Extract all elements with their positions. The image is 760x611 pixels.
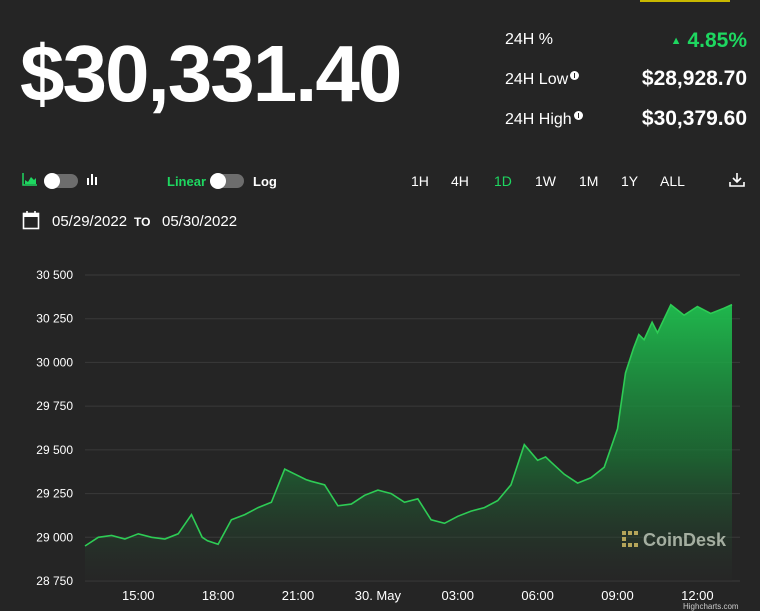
range-1w-button[interactable]: 1W [535,173,556,189]
up-arrow-icon: ▲ [670,35,682,47]
stat-24h-percent-label: 24H % [505,31,554,48]
range-4h-button[interactable]: 4H [451,173,469,189]
toggle-knob [44,173,60,189]
watermark-text: CoinDesk [643,530,727,550]
linear-label[interactable]: Linear [167,174,207,189]
x-tick-label: 15:00 [122,588,155,603]
stat-24h-low-value: $28,928.70 [641,67,747,90]
y-tick-label: 28 750 [36,574,73,588]
chart-type-toggle[interactable] [44,173,78,189]
x-tick-label: 03:00 [441,588,474,603]
stat-24h-low-text: 24H Low [505,71,569,88]
price-area [85,304,732,581]
stat-24h-high-label: 24H High [505,111,583,129]
x-tick-label: 06:00 [521,588,554,603]
range-all-button[interactable]: ALL [660,173,685,189]
stat-24h-percent-number: 4.85% [687,29,747,52]
range-1m-button[interactable]: 1M [579,173,599,189]
current-price: $30,331.40 [20,29,402,118]
highcharts-credit[interactable]: Highcharts.com [683,602,739,611]
stat-24h-low-label: 24H Low [505,71,580,89]
y-tick-label: 29 750 [36,399,73,413]
info-icon[interactable] [573,111,583,120]
price-chart[interactable]: 28 750 29 000 29 250 29 500 29 750 30 000 30 2… [0,255,760,611]
y-tick-label: 30 250 [36,312,73,326]
coindesk-logo-icon [622,531,638,547]
x-tick-label: 12:00 [681,588,714,603]
x-tick-label: 18:00 [202,588,235,603]
range-1y-button[interactable]: 1Y [621,173,639,189]
y-tick-label: 30 500 [36,268,73,282]
stat-24h-high-text: 24H High [505,111,572,128]
area-chart-icon[interactable] [22,172,38,186]
stat-24h-high-value: $30,379.60 [641,107,747,130]
range-1d-button[interactable]: 1D [494,173,512,189]
bar-chart-icon[interactable] [86,172,100,186]
download-icon[interactable] [729,172,745,188]
x-axis-labels: 15:00 18:00 21:00 30. May 03:00 06:00 09:00 12:… [122,588,714,603]
y-axis-labels: 28 750 29 000 29 250 29 500 29 750 30 000 30 2… [36,268,73,588]
date-from-field[interactable]: 05/29/2022 [52,213,128,230]
y-tick-label: 29 500 [36,443,73,457]
stat-24h-percent-value: ▲ 4.85% [671,29,747,53]
x-tick-label: 21:00 [282,588,315,603]
range-1h-button[interactable]: 1H [411,173,429,189]
toggle-knob [210,173,226,189]
date-to-label: TO [134,215,151,229]
x-tick-label: 30. May [355,588,402,603]
y-tick-label: 30 000 [36,355,73,369]
y-tick-label: 29 000 [36,530,73,544]
x-tick-label: 09:00 [601,588,634,603]
coindesk-watermark: CoinDesk [622,530,727,550]
info-icon[interactable] [570,71,580,80]
top-accent-bar [640,0,730,2]
calendar-icon[interactable] [22,210,40,230]
price-line [84,303,733,547]
date-to-field[interactable]: 05/30/2022 [162,213,238,230]
log-label[interactable]: Log [253,174,277,189]
y-tick-label: 29 250 [36,487,73,501]
scale-toggle[interactable] [210,173,244,189]
